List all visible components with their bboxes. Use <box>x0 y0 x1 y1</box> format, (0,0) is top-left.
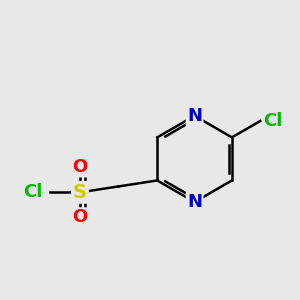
Text: N: N <box>187 107 202 125</box>
Text: N: N <box>187 193 202 211</box>
Text: O: O <box>72 158 88 176</box>
Text: Cl: Cl <box>263 112 283 130</box>
Text: Cl: Cl <box>23 183 43 201</box>
Text: S: S <box>73 183 87 202</box>
Text: O: O <box>72 208 88 226</box>
